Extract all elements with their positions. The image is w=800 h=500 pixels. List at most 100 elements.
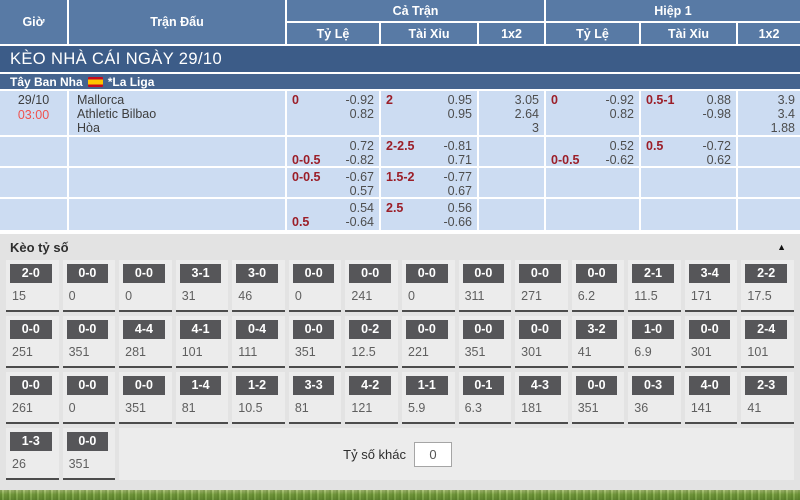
score-odds-cell[interactable]: 0-0 271 [515,260,568,312]
score-odds-cell[interactable]: 0-1 6.3 [458,372,512,424]
score-button[interactable]: 0-0 [575,376,618,395]
score-button[interactable]: 1-2 [236,376,278,395]
score-button[interactable]: 2-1 [632,264,674,283]
odds-cell-full-handicap[interactable]: 0.72 0-0.5 -0.82 [287,137,379,166]
odds-cell-full-handicap[interactable]: 0 -0.92 0.82 [287,91,379,135]
score-button[interactable]: 0-0 [10,376,52,395]
score-button[interactable]: 4-1 [179,320,222,339]
odds-cell-half-handicap[interactable]: 0.52 0-0.5 -0.62 [546,137,639,166]
score-odds-cell[interactable]: 3-1 31 [175,260,229,312]
score-button[interactable]: 0-0 [66,320,109,339]
score-odds-cell[interactable]: 4-0 141 [684,372,738,424]
score-button[interactable]: 0-0 [292,320,335,339]
odds-cell-half-overunder[interactable]: 0.5 -0.72 0.62 [641,137,736,166]
odds-cell-half-handicap[interactable]: 0 -0.92 0.82 [546,91,639,135]
score-button[interactable]: 3-1 [179,264,222,283]
score-odds-cell[interactable]: 1-0 6.9 [628,316,681,368]
score-odds-cell[interactable]: 0-0 241 [345,260,398,312]
score-odds-cell[interactable]: 0-0 0 [288,260,342,312]
score-odds-cell[interactable]: 0-0 351 [119,372,172,424]
score-button[interactable]: 0-0 [66,432,109,451]
odds-cell-full-1x2[interactable]: 3.05 2.64 3 [479,91,544,135]
score-odds-cell[interactable]: 2-2 17.5 [741,260,794,312]
odds-cell-full-handicap[interactable]: 0.54 0.5 -0.64 [287,199,379,230]
score-button[interactable]: 4-4 [123,320,165,339]
score-button[interactable]: 1-3 [10,432,52,451]
score-button[interactable]: 1-4 [179,376,222,395]
score-button[interactable]: 0-0 [123,376,165,395]
score-button[interactable]: 0-3 [632,376,674,395]
score-button[interactable]: 0-0 [575,264,618,283]
score-odds-cell[interactable]: 1-1 5.9 [402,372,455,424]
score-section-header[interactable]: Kèo tỷ số ▲ [6,234,794,260]
score-odds-cell[interactable]: 0-0 0 [402,260,455,312]
score-odds-cell[interactable]: 0-0 6.2 [571,260,625,312]
score-odds-cell[interactable]: 4-4 281 [119,316,172,368]
score-button[interactable]: 3-2 [575,320,618,339]
score-odds-cell[interactable]: 0-0 351 [288,316,342,368]
score-odds-cell[interactable]: 3-2 41 [571,316,625,368]
score-button[interactable]: 4-2 [349,376,391,395]
score-button[interactable]: 3-3 [292,376,335,395]
score-button[interactable]: 1-0 [632,320,674,339]
score-odds-cell[interactable]: 1-4 81 [175,372,229,424]
score-button[interactable]: 0-0 [462,264,505,283]
score-odds-cell[interactable]: 0-0 351 [62,428,116,480]
score-button[interactable]: 4-3 [519,376,561,395]
odds-cell-full-overunder[interactable]: 2.5 0.56 -0.66 [381,199,477,230]
score-odds-cell[interactable]: 3-3 81 [288,372,342,424]
score-button[interactable]: 3-4 [688,264,731,283]
score-odds-cell[interactable]: 3-4 171 [684,260,738,312]
score-odds-cell[interactable]: 4-2 121 [345,372,398,424]
score-odds-cell[interactable]: 1-2 10.5 [232,372,285,424]
score-odds-cell[interactable]: 0-0 261 [6,372,59,424]
odds-cell-half-1x2[interactable]: 3.9 3.4 1.88 [738,91,800,135]
score-odds-cell[interactable]: 2-0 15 [6,260,59,312]
score-button[interactable]: 0-0 [66,376,109,395]
score-button[interactable]: 0-0 [519,264,561,283]
score-odds-cell[interactable]: 2-3 41 [741,372,794,424]
score-button[interactable]: 0-4 [236,320,278,339]
score-button[interactable]: 1-1 [406,376,448,395]
score-odds-cell[interactable]: 0-0 351 [571,372,625,424]
score-button[interactable]: 0-0 [462,320,505,339]
score-odds-cell[interactable]: 0-0 311 [458,260,512,312]
score-button[interactable]: 0-0 [688,320,731,339]
odds-cell-full-overunder[interactable]: 1.5-2 -0.77 0.67 [381,168,477,197]
score-button[interactable]: 0-0 [10,320,52,339]
odds-cell-full-handicap[interactable]: 0-0.5 -0.67 0.57 [287,168,379,197]
score-button[interactable]: 0-2 [349,320,391,339]
score-button[interactable]: 0-1 [462,376,505,395]
score-button[interactable]: 3-0 [236,264,278,283]
score-odds-cell[interactable]: 2-1 11.5 [628,260,681,312]
score-button[interactable]: 0-0 [519,320,561,339]
score-button[interactable]: 0-0 [66,264,109,283]
score-odds-cell[interactable]: 0-0 221 [402,316,455,368]
score-button[interactable]: 0-0 [406,264,448,283]
score-odds-cell[interactable]: 0-0 301 [515,316,568,368]
score-odds-cell[interactable]: 4-3 181 [515,372,568,424]
score-button[interactable]: 2-0 [10,264,52,283]
score-odds-cell[interactable]: 2-4 101 [741,316,794,368]
score-odds-cell[interactable]: 0-0 251 [6,316,59,368]
score-button[interactable]: 2-2 [745,264,787,283]
score-odds-cell[interactable]: 0-0 0 [119,260,172,312]
score-odds-cell[interactable]: 0-0 351 [458,316,512,368]
score-odds-cell[interactable]: 4-1 101 [175,316,229,368]
other-score-input[interactable] [414,441,452,467]
score-odds-cell[interactable]: 0-3 36 [628,372,681,424]
score-odds-cell[interactable]: 0-0 0 [62,260,116,312]
score-button[interactable]: 0-0 [292,264,335,283]
league-header-row[interactable]: Tây Ban Nha *La Liga [0,74,800,89]
score-odds-cell[interactable]: 0-4 111 [232,316,285,368]
score-button[interactable]: 0-0 [123,264,165,283]
score-button[interactable]: 2-3 [745,376,787,395]
score-odds-cell[interactable]: 1-3 26 [6,428,59,480]
score-odds-cell[interactable]: 0-0 351 [62,316,116,368]
score-odds-cell[interactable]: 0-2 12.5 [345,316,398,368]
odds-cell-full-overunder[interactable]: 2-2.5 -0.81 0.71 [381,137,477,166]
odds-cell-half-overunder[interactable]: 0.5-1 0.88 -0.98 [641,91,736,135]
score-odds-cell[interactable]: 3-0 46 [232,260,285,312]
score-button[interactable]: 0-0 [349,264,391,283]
score-odds-cell[interactable]: 0-0 0 [62,372,116,424]
